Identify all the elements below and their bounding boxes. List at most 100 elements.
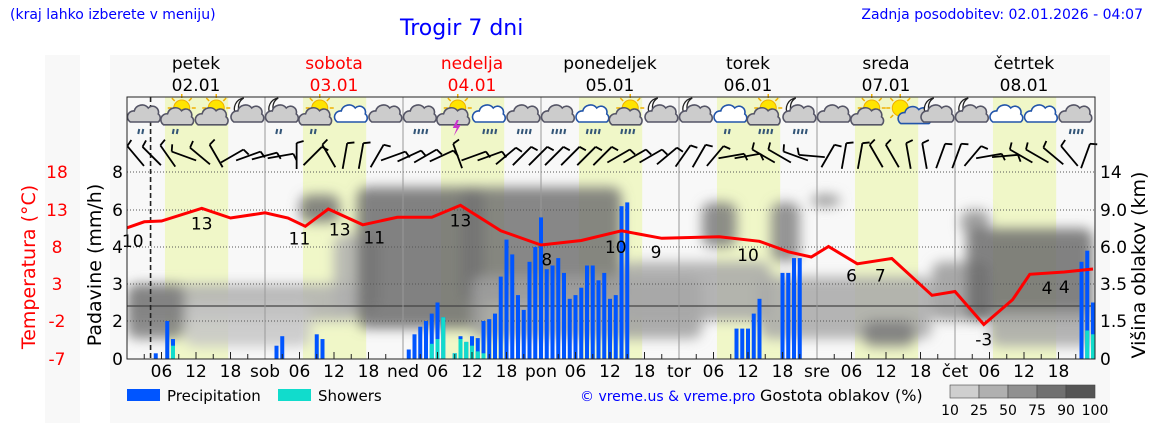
temperature-tick: -2 — [49, 312, 66, 332]
cloud-height-axis-title: Višina oblakov (km) — [1128, 172, 1150, 359]
legend-precipitation-swatch — [127, 389, 160, 401]
plot-frame — [126, 96, 1096, 360]
temperature-label: 13 — [191, 214, 213, 234]
showers-bar — [441, 317, 446, 359]
cloud-density-area — [357, 187, 484, 329]
moon-cloud-icon — [644, 97, 679, 123]
density-swatch — [1036, 384, 1067, 399]
precipitation-bar — [797, 258, 802, 359]
precipitation-bar — [786, 272, 791, 359]
precipitation-bar — [579, 287, 584, 359]
temperature-label: 13 — [329, 220, 351, 240]
day-date: 04.01 — [448, 76, 497, 96]
showers-bar — [1091, 334, 1095, 359]
day-date: 07.01 — [862, 76, 911, 96]
wind-barb-icon — [528, 146, 555, 166]
day-name: sreda — [862, 54, 909, 74]
cloud-density-legend-title: Gostota oblakov (%) — [760, 386, 923, 405]
temperature-tick: 13 — [46, 201, 68, 221]
precipitation-bar — [280, 336, 285, 359]
showers-bar — [435, 339, 440, 359]
temperature-tick: 18 — [46, 163, 68, 183]
precipitation-bar — [751, 313, 756, 359]
cloud-height-tick: 6.0 — [1100, 238, 1127, 258]
density-swatch — [949, 384, 980, 399]
temperature-label: 9 — [651, 243, 662, 263]
cloud-height-tick: 1.5 — [1100, 312, 1127, 332]
cloud-density-area — [811, 194, 840, 207]
cloud-height-tick: 9.0 — [1100, 201, 1127, 221]
wind-barb-icon — [592, 146, 619, 166]
wind-barb-icon — [141, 140, 162, 166]
precipitation-bar — [527, 261, 532, 359]
precipitation-bar — [602, 272, 607, 359]
precipitation-bar — [429, 313, 434, 359]
precipitation-bar — [573, 295, 578, 359]
wind-barb-icon — [1008, 142, 1033, 164]
wind-barb-icon — [951, 142, 969, 169]
page-title: Trogir 7 dni — [400, 16, 524, 41]
precipitation-bar — [608, 298, 612, 359]
cloud-density-area — [989, 311, 1093, 347]
moon-cloud-icon — [230, 97, 265, 123]
precipitation-bar — [475, 338, 480, 359]
wind-barb-icon — [963, 145, 989, 167]
precipitation-bar — [153, 353, 158, 359]
precipitation-bar — [585, 265, 589, 359]
sun-cloud-icon — [194, 94, 231, 126]
x-day-label: tor — [667, 362, 691, 382]
wind-barb-icon — [1060, 139, 1079, 167]
moon-cloud-icon — [920, 97, 955, 123]
wind-barb-icon — [560, 146, 587, 166]
density-tick-label: 10 — [941, 403, 959, 419]
wind-barb-icon — [357, 141, 371, 169]
wind-barb-icon — [706, 145, 731, 167]
x-day-label: sob — [250, 362, 280, 382]
x-tick-label: 06 — [289, 362, 311, 382]
wind-barb-icon — [1042, 140, 1064, 166]
moon-cloud-icon — [678, 97, 713, 123]
precipitation-bar — [757, 298, 762, 359]
wind-barb-icon — [321, 138, 337, 168]
temperature-label: 7 — [875, 266, 886, 286]
wind-barb-icon — [1080, 142, 1098, 169]
precipitation-bar — [487, 319, 492, 359]
wind-barb-icon — [495, 146, 523, 166]
x-tick-label: 12 — [461, 362, 483, 382]
temperature-label: 11 — [363, 228, 385, 248]
day-name: sobota — [305, 54, 363, 74]
temperature-label: 10 — [122, 232, 144, 252]
wind-barb-icon — [369, 143, 391, 168]
wind-barb-icon — [295, 140, 304, 169]
x-tick-label: 06 — [703, 362, 725, 382]
sun-cloud-rain-icon — [608, 94, 645, 135]
day-name: četrtek — [994, 54, 1055, 74]
wind-barb-icon — [341, 141, 355, 169]
cloudy-light-rain-icon — [713, 104, 748, 135]
density-swatch — [1065, 384, 1096, 399]
x-tick-label: 12 — [599, 362, 621, 382]
menu-hint[interactable]: (kraj lahko izberete v meniju) — [10, 7, 216, 23]
wind-barb-icon — [674, 144, 698, 168]
density-tick-label: 90 — [1057, 403, 1075, 419]
overcast-rain-icon — [540, 104, 575, 135]
copyright-link[interactable]: © vreme.us & vreme.pro — [580, 389, 755, 405]
wind-barb-icon — [413, 148, 443, 164]
overcast-rain-icon — [402, 104, 437, 135]
sun-cloud-light-rain-icon — [298, 94, 334, 135]
cloudy-rain-icon — [575, 104, 610, 135]
temperature-axis-title: Temperatura (°C) — [18, 185, 40, 350]
wind-barb-icon — [220, 148, 250, 164]
wind-barb-icon — [935, 142, 953, 169]
cloud-density-area — [299, 194, 340, 223]
precipitation-bar — [567, 298, 572, 359]
wind-barb-icon — [576, 146, 603, 166]
precipitation-bar — [314, 334, 319, 359]
moon-cloud-icon — [954, 97, 989, 123]
sun-cloud-light-rain-icon — [160, 94, 196, 135]
legend-showers-swatch — [278, 389, 311, 401]
precipitation-bar — [165, 321, 170, 359]
precipitation-bar — [493, 313, 497, 359]
precipitation-bar — [556, 258, 561, 359]
temperature-line — [126, 203, 1094, 327]
